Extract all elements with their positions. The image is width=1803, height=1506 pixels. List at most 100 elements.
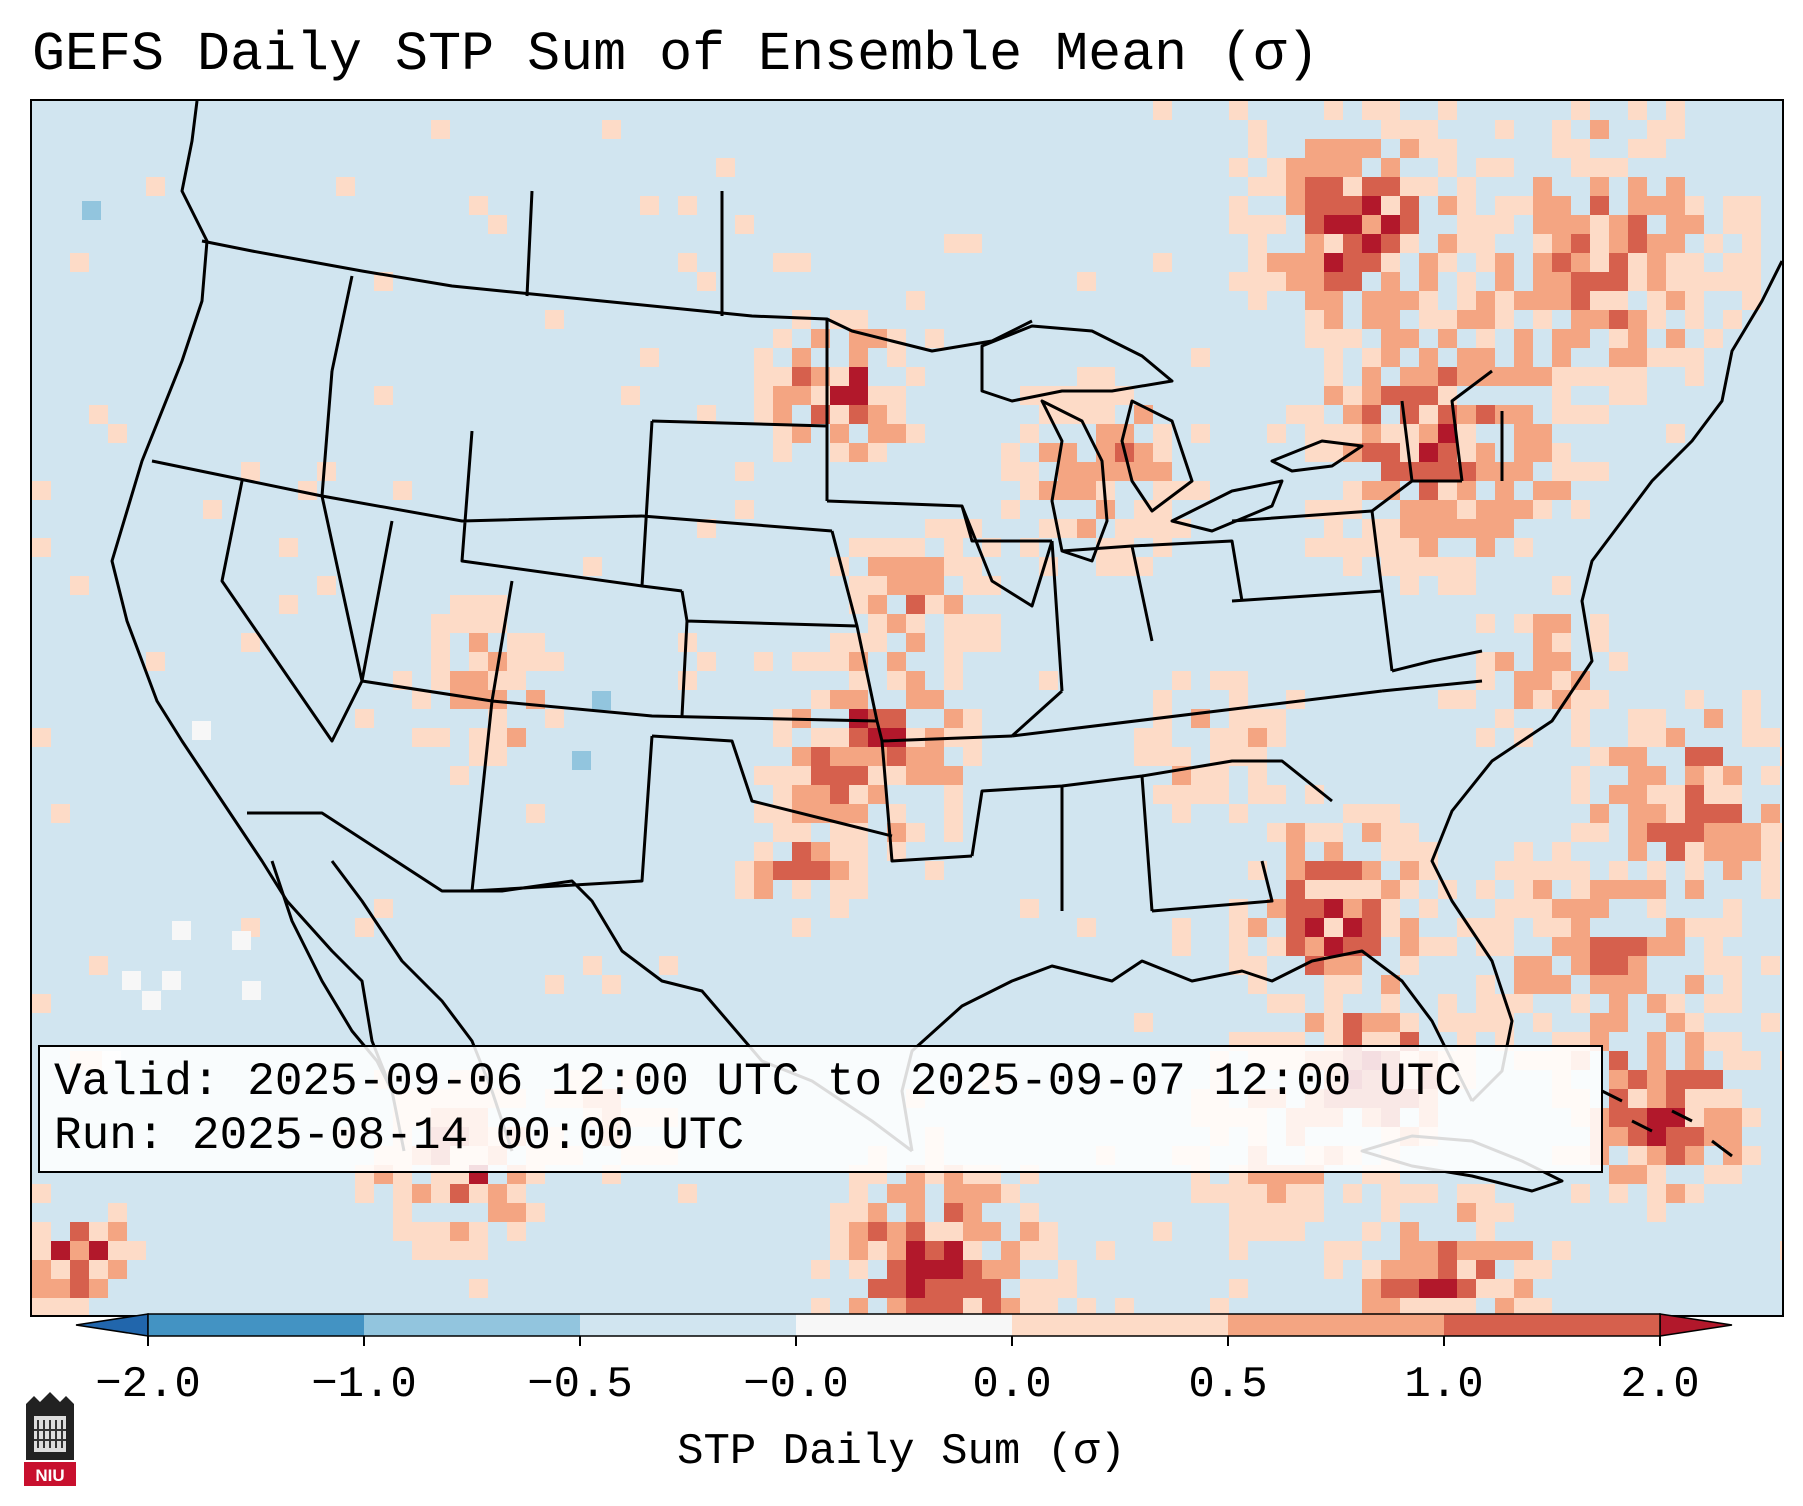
stp-cell [944,633,963,652]
stp-cell [1495,899,1514,918]
stp-cell [1495,918,1514,937]
stp-cell [1704,956,1723,975]
stp-cell [830,861,849,880]
stp-cell [1286,861,1305,880]
stp-cell [1324,253,1343,272]
stp-cell [51,1260,70,1279]
stp-cell [1324,101,1343,120]
stp-cell [1343,1013,1362,1032]
stp-cell [1229,158,1248,177]
stp-cell [1723,253,1742,272]
stp-cell [1552,405,1571,424]
stp-cell [1628,215,1647,234]
stp-cell [1590,633,1609,652]
stp-cell [1267,272,1286,291]
stp-cell [1457,310,1476,329]
stp-cell [1666,215,1685,234]
stp-cell [431,1184,450,1203]
stp-cell [1286,196,1305,215]
stp-cell [1590,253,1609,272]
stp-cell [488,614,507,633]
stp-cell [1419,500,1438,519]
stp-cell [1628,272,1647,291]
stp-cell [1495,196,1514,215]
stp-cell [1324,956,1343,975]
stp-cell [1324,1013,1343,1032]
stp-cell [1533,975,1552,994]
stp-cell [1172,804,1191,823]
stp-cell [1514,462,1533,481]
stp-cell [754,348,773,367]
stp-cell [1077,1298,1096,1315]
stp-cell [906,595,925,614]
stp-cell [1552,329,1571,348]
stp-cell [1058,386,1077,405]
stp-cell [1419,538,1438,557]
stp-cell [1647,861,1666,880]
stp-cell [1381,101,1400,120]
stp-cell [792,861,811,880]
stp-cell [1495,481,1514,500]
stp-cell [735,462,754,481]
stp-cell [906,1260,925,1279]
stp-cell [1571,880,1590,899]
stp-cell [1704,766,1723,785]
stp-cell [830,652,849,671]
stp-cell [1419,291,1438,310]
stp-cell [1362,367,1381,386]
stp-cell [1153,1222,1172,1241]
stp-cell [830,880,849,899]
stp-cell [1647,1070,1666,1089]
stp-cell [1020,1298,1039,1315]
stp-cell [1001,1184,1020,1203]
stp-cell [1419,1241,1438,1260]
stp-cell [1590,234,1609,253]
stp-cell [887,386,906,405]
stp-cell [944,1241,963,1260]
stp-cell [1229,671,1248,690]
stp-cell [488,747,507,766]
stp-cell [1267,728,1286,747]
stp-cell [1628,1070,1647,1089]
stp-cell [1571,272,1590,291]
stp-cell [1400,1260,1419,1279]
stp-cell [697,272,716,291]
stp-cell [868,1203,887,1222]
stp-cell [1343,386,1362,405]
stp-cell [1362,823,1381,842]
stp-cell [1077,367,1096,386]
stp-cell [1761,1013,1780,1032]
stp-cell [1381,557,1400,576]
stp-cell [925,861,944,880]
stp-cell [1609,234,1628,253]
stp-cell [1324,538,1343,557]
stp-cell [1514,443,1533,462]
stp-cell [1153,690,1172,709]
stp-cell [1096,405,1115,424]
stp-cell [1438,158,1457,177]
stp-cell [526,1203,545,1222]
stp-cell [1552,443,1571,462]
stp-cell [1343,215,1362,234]
stp-cell [488,595,507,614]
stp-cell [887,405,906,424]
stp-cell [1134,443,1153,462]
stp-cell [279,595,298,614]
stp-cell [1723,1089,1742,1108]
stp-cell [868,538,887,557]
stp-cell [1438,386,1457,405]
stp-cell [1153,424,1172,443]
stp-cell [1324,861,1343,880]
stp-cell [1438,1298,1457,1315]
stp-cell [1400,1222,1419,1241]
stp-cell [906,633,925,652]
stp-cell [1742,215,1761,234]
stp-cell [374,899,393,918]
stp-cell [192,721,211,740]
stp-cell [1419,557,1438,576]
stp-cell [450,671,469,690]
stp-cell [811,747,830,766]
stp-cell [792,785,811,804]
stp-cell [1305,291,1324,310]
stp-cell [1362,861,1381,880]
